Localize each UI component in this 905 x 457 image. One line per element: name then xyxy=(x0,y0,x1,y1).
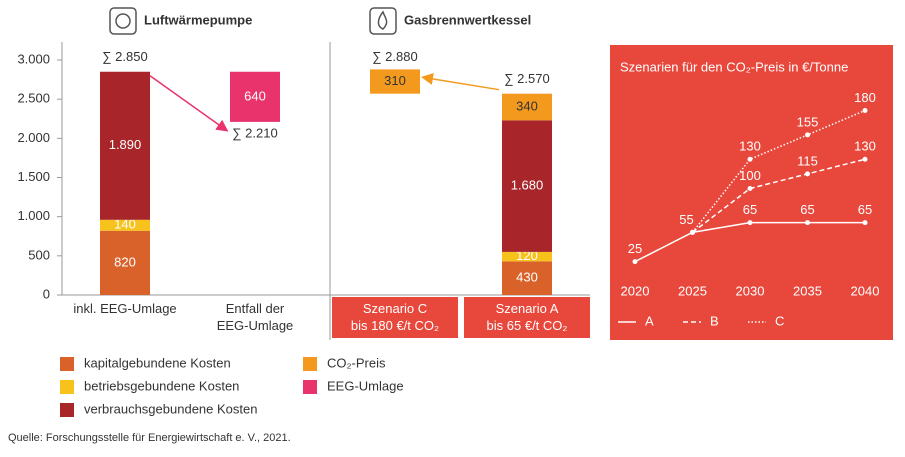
value-label: 100 xyxy=(739,168,761,183)
point xyxy=(805,171,810,177)
bar-segment xyxy=(502,251,552,262)
total-label: ∑ 2.210 xyxy=(232,125,277,140)
legend-swatch xyxy=(60,380,74,394)
total-label: ∑ 2.880 xyxy=(372,49,417,64)
bar-segment xyxy=(502,120,552,252)
value-label: 155 xyxy=(797,114,819,129)
total-label: ∑ 2.850 xyxy=(102,49,147,64)
legend-label: betriebsgebundene Kosten xyxy=(84,378,239,393)
bar-segment xyxy=(370,69,420,94)
line-series xyxy=(692,158,866,233)
point xyxy=(862,220,868,226)
arrow xyxy=(149,75,229,132)
value-label: 65 xyxy=(743,202,757,217)
bar-segment xyxy=(502,93,552,121)
point xyxy=(862,108,868,113)
bar-segment xyxy=(100,230,150,295)
y-tick-label: 2.000 xyxy=(17,130,50,145)
legend-swatch xyxy=(303,380,317,394)
point xyxy=(862,156,868,162)
y-tick-label: 1.500 xyxy=(17,169,50,184)
value-label: 430 xyxy=(516,270,538,285)
x-tick-label: 2030 xyxy=(736,283,765,298)
legend-label: B xyxy=(710,313,719,328)
bar-segment xyxy=(502,261,552,295)
value-label: 1.680 xyxy=(511,178,544,193)
value-label: 1.890 xyxy=(109,137,142,152)
value-label: 640 xyxy=(244,88,266,103)
x-tick-label: Szenario A bis 65 €/t CO₂ xyxy=(486,301,568,333)
x-tick-label: Szenario C bis 180 €/t CO₂ xyxy=(350,301,440,333)
legend-label: kapitalgebundene Kosten xyxy=(84,355,231,370)
value-label: 140 xyxy=(114,217,136,232)
x-tick-label: inkl. EEG-Umlage xyxy=(73,301,177,316)
y-tick-label: 2.500 xyxy=(17,91,50,106)
value-label: 65 xyxy=(800,202,814,217)
legend-label: A xyxy=(645,313,654,328)
point xyxy=(747,186,753,191)
value-label: 115 xyxy=(797,153,818,168)
point xyxy=(747,220,753,226)
category-box xyxy=(464,297,590,338)
x-tick-label: 2040 xyxy=(851,283,880,298)
y-tick-label: 500 xyxy=(28,247,50,262)
chart-title: Szenarien für den CO₂-Preis in €/Tonne xyxy=(620,59,848,74)
value-label: 820 xyxy=(114,254,136,269)
x-tick-label: Entfall der EEG-Umlage xyxy=(216,301,294,333)
total-label: ∑ 2.570 xyxy=(504,71,549,86)
heat-pump-icon-swirl xyxy=(115,13,131,29)
arrow xyxy=(421,73,500,91)
source: Quelle: Forschungsstelle für Energiewirt… xyxy=(8,432,291,444)
value-label: 340 xyxy=(516,98,538,113)
gas-icon xyxy=(369,7,397,35)
value-label: 130 xyxy=(739,139,761,154)
x-tick-label: 2020 xyxy=(621,283,650,298)
legend-label: CO₂-Preis xyxy=(327,355,386,370)
value-label: 180 xyxy=(854,90,876,105)
point xyxy=(632,259,638,265)
x-tick-label: 2025 xyxy=(678,283,707,298)
group-label: Gasbrennwertkessel xyxy=(404,12,531,27)
value-label: 25 xyxy=(628,241,642,256)
legend-label: verbrauchsgebundene Kosten xyxy=(84,401,257,416)
point xyxy=(747,156,753,162)
legend-label: C xyxy=(775,313,784,328)
y-tick-label: 0 xyxy=(43,286,50,301)
value-label: 310 xyxy=(384,73,406,88)
heat-pump-icon xyxy=(109,7,137,35)
point xyxy=(805,220,810,226)
y-tick-label: 3.000 xyxy=(17,51,50,66)
point xyxy=(690,229,695,235)
bar-segment xyxy=(100,71,150,220)
panel xyxy=(610,45,893,340)
legend-swatch xyxy=(60,403,74,417)
x-tick-label: 2035 xyxy=(793,283,822,298)
category-box xyxy=(332,297,458,338)
gas-icon-flame xyxy=(377,10,388,30)
value-label: 65 xyxy=(858,202,872,217)
legend-label: EEG-Umlage xyxy=(327,378,404,393)
value-label: 130 xyxy=(854,139,876,154)
legend-swatch xyxy=(303,357,317,371)
y-tick-label: 1.000 xyxy=(17,208,50,223)
bar-segment xyxy=(100,219,150,231)
legend-swatch xyxy=(60,357,74,371)
point xyxy=(805,132,810,138)
line-series xyxy=(691,109,866,233)
group-label: Luftwärmepumpe xyxy=(144,12,252,27)
value-label: 55 xyxy=(679,212,693,227)
bar-segment xyxy=(230,71,280,122)
